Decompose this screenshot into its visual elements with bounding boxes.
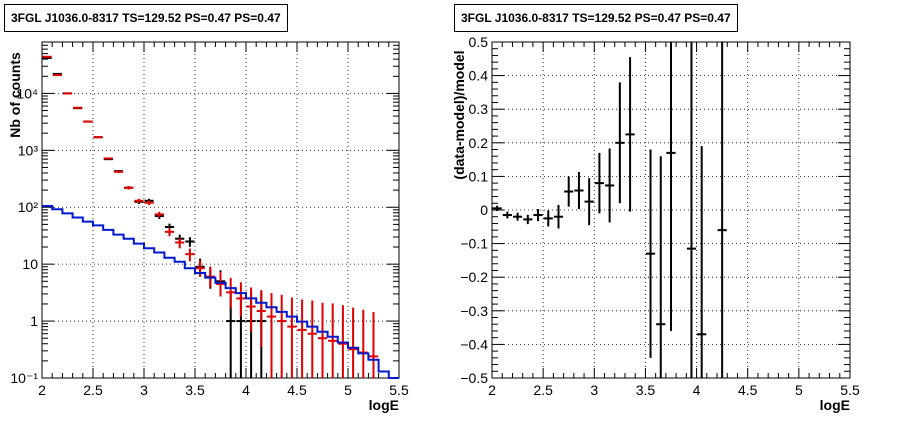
data-series-1: [42, 55, 379, 378]
data-point: [615, 82, 625, 204]
y-tick-label: 10²: [18, 199, 39, 215]
data-point: [625, 57, 635, 212]
data-point: [236, 282, 246, 317]
y-tick-label: −0.3: [460, 303, 488, 319]
y-tick-label: 10³: [18, 142, 39, 158]
x-tick-label: 2.5: [83, 382, 103, 398]
y-axis-label: Nb of counts: [7, 52, 23, 138]
y-tick-label: 0: [480, 202, 488, 218]
y-tick-label: −0.5: [460, 370, 488, 386]
data-point: [686, 42, 697, 378]
data-point: [195, 260, 205, 277]
data-point: [666, 42, 676, 331]
data-series-0: [492, 42, 727, 378]
data-point: [348, 307, 358, 378]
data-point: [124, 186, 134, 190]
data-point: [594, 152, 605, 214]
data-point: [73, 106, 83, 109]
data-point: [93, 136, 103, 139]
x-tick-label: 2: [488, 382, 496, 398]
data-point: [287, 297, 297, 378]
y-tick-label: 0.3: [469, 101, 489, 117]
data-point: [317, 302, 328, 378]
data-point: [512, 212, 523, 221]
residual-chart-title: 3FGL J1036.0-8317 TS=129.52 PS=0.47 PS=0…: [454, 4, 738, 32]
model-step-line: [42, 205, 399, 379]
plot-frame: [41, 41, 400, 379]
data-point: [553, 204, 564, 229]
data-point: [185, 237, 195, 247]
data-point: [185, 248, 195, 262]
y-tick-label: 0.4: [469, 68, 489, 84]
x-tick-label: 5: [795, 382, 803, 398]
data-point: [226, 278, 236, 308]
counts-chart-title: 3FGL J1036.0-8317 TS=129.52 PS=0.47 PS=0…: [4, 4, 288, 32]
data-point: [297, 299, 307, 378]
y-tick-label: −0.2: [460, 269, 488, 285]
data-point: [584, 178, 594, 226]
data-point: [502, 211, 512, 219]
data-point: [103, 157, 113, 160]
data-point: [215, 271, 226, 297]
data-point: [717, 42, 727, 378]
y-tick-label: −0.4: [460, 336, 488, 352]
data-point: [328, 303, 338, 378]
data-point: [256, 290, 266, 348]
x-tick-label: 3: [590, 382, 598, 398]
x-tick-label: 3.5: [636, 382, 656, 398]
y-tick-label: 0.2: [469, 135, 489, 151]
data-point: [246, 287, 256, 332]
data-point: [83, 120, 93, 123]
y-tick-label: 0.1: [469, 168, 489, 184]
data-point: [358, 309, 368, 378]
data-point: [175, 237, 185, 249]
y-tick-label: 10⁻¹: [10, 370, 38, 386]
data-point: [368, 312, 379, 378]
data-point: [134, 198, 144, 203]
data-point: [645, 149, 656, 358]
x-tick-label: 4: [242, 382, 250, 398]
data-point: [523, 214, 533, 225]
y-tick-label: 1: [30, 313, 38, 329]
x-tick-label: 2: [38, 382, 46, 398]
x-tick-label: 3.5: [185, 382, 205, 398]
data-point: [113, 170, 124, 173]
y-tick-label: −0.1: [460, 236, 488, 252]
x-tick-label: 5: [344, 382, 352, 398]
x-tick-label: 4.5: [738, 382, 758, 398]
data-point: [307, 300, 317, 378]
data-point: [266, 293, 277, 378]
x-tick-label: 4.5: [287, 382, 307, 398]
data-point: [543, 210, 553, 227]
data-point: [144, 200, 154, 206]
x-tick-label: 2.5: [533, 382, 553, 398]
x-axis-label: logE: [820, 397, 850, 413]
y-tick-label: 10⁴: [16, 85, 38, 101]
data-point: [533, 208, 543, 222]
x-axis-label: logE: [369, 397, 399, 413]
y-tick-label: 10: [22, 256, 38, 272]
x-tick-label: 5.5: [840, 382, 860, 398]
y-tick-label: 0.5: [469, 34, 489, 50]
data-point: [697, 146, 707, 378]
data-point: [492, 205, 502, 212]
data-point: [605, 148, 615, 223]
data-point: [564, 176, 574, 207]
data-point: [277, 294, 287, 378]
x-tick-label: 4: [693, 382, 701, 398]
data-point: [574, 172, 584, 209]
data-point: [164, 228, 175, 237]
y-axis-label: (data-model)/model: [451, 50, 467, 179]
data-point: [656, 156, 666, 378]
x-tick-label: 3: [140, 382, 148, 398]
data-point: [154, 211, 164, 218]
x-tick-label: 5.5: [389, 382, 409, 398]
